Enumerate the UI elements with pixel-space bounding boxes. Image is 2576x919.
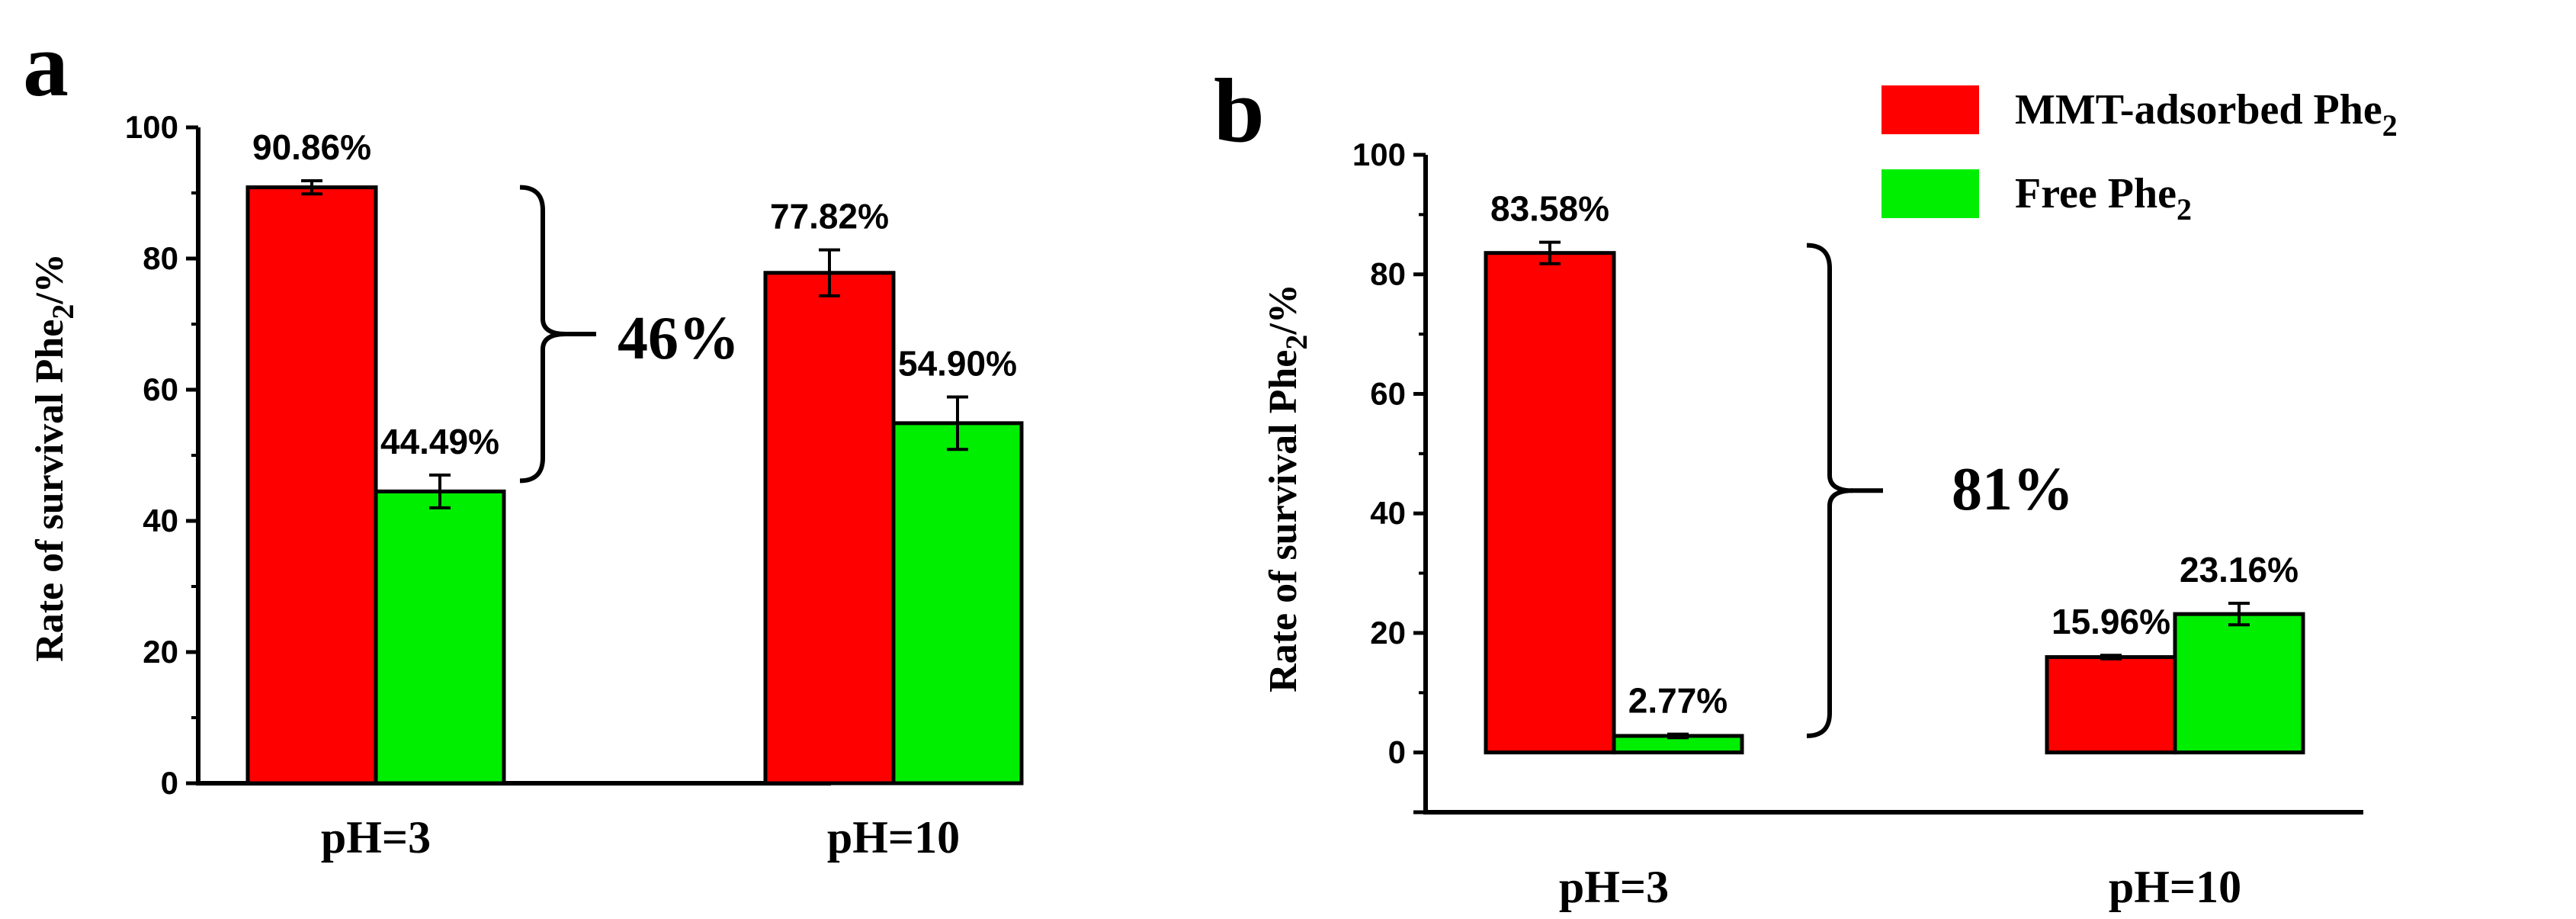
y-axis-label-tail: /% xyxy=(28,253,72,304)
data-label: 77.82% xyxy=(770,197,889,236)
bar xyxy=(891,421,1024,786)
chart-panel-a: a 0 20 40 60 80 100 Rate of survival Phe2/% 90.8… xyxy=(23,14,1024,863)
y-axis-label-sub: 2 xyxy=(1279,335,1314,350)
bracket xyxy=(519,185,566,484)
bracket xyxy=(1806,243,1853,738)
y-axis-label: Rate of survival Phe2/% xyxy=(28,253,80,662)
y-tick-label: 80 xyxy=(1370,256,1406,292)
y-axis-label-sub: 2 xyxy=(46,304,80,320)
panel-label: a xyxy=(23,14,69,115)
y-axis-label-main: Rate of survival Phe xyxy=(28,320,72,662)
bar xyxy=(763,271,896,786)
y-tick-label: 40 xyxy=(1370,495,1406,531)
data-label: 90.86% xyxy=(252,127,371,167)
x-tick-label: pH=10 xyxy=(2109,862,2241,912)
bracket-label: 81% xyxy=(1952,456,2074,523)
data-label: 23.16% xyxy=(2180,550,2299,590)
x-tick-label: pH=10 xyxy=(827,812,960,863)
y-tick-label: 60 xyxy=(143,371,178,407)
y-axis-label-tail: /% xyxy=(1262,284,1305,335)
y-tick-label: 80 xyxy=(143,240,178,276)
bracket-label: 46% xyxy=(618,305,739,372)
bar xyxy=(374,489,506,786)
y-axis-label-main: Rate of survival Phe xyxy=(1262,350,1305,692)
y-tick-label: 20 xyxy=(1370,615,1406,651)
legend-swatch xyxy=(1881,169,1979,218)
y-tick-label: 40 xyxy=(143,503,178,538)
data-label: 54.90% xyxy=(898,343,1017,383)
bar xyxy=(245,185,378,786)
legend-label-sub: 2 xyxy=(2382,108,2398,143)
legend-label-main: Free Phe xyxy=(2015,170,2177,217)
y-tick-label: 0 xyxy=(1388,734,1406,770)
legend-label-sub: 2 xyxy=(2177,192,2192,227)
data-label: 83.58% xyxy=(1490,189,1609,229)
bar xyxy=(2045,655,2177,755)
x-tick-label: pH=3 xyxy=(321,812,431,863)
y-tick-label: 100 xyxy=(1352,137,1406,172)
bar xyxy=(2173,612,2305,755)
y-tick-label: 20 xyxy=(143,634,178,670)
legend-label-main: MMT-adsorbed Phe xyxy=(2015,86,2382,133)
data-label: 15.96% xyxy=(2051,602,2170,641)
y-axis-label: Rate of survival Phe2/% xyxy=(1262,284,1314,692)
y-tick-label: 0 xyxy=(161,765,178,801)
data-label: 2.77% xyxy=(1628,681,1727,721)
y-tick-label: 60 xyxy=(1370,375,1406,411)
panel-label: b xyxy=(1214,59,1265,161)
legend-label: Free Phe2 xyxy=(2015,170,2192,227)
x-tick-label: pH=3 xyxy=(1559,862,1669,912)
y-tick-label: 100 xyxy=(125,109,178,145)
legend-label: MMT-adsorbed Phe2 xyxy=(2015,86,2398,143)
data-label: 44.49% xyxy=(380,422,499,461)
bar xyxy=(1484,251,1616,755)
legend-swatch xyxy=(1881,85,1979,134)
